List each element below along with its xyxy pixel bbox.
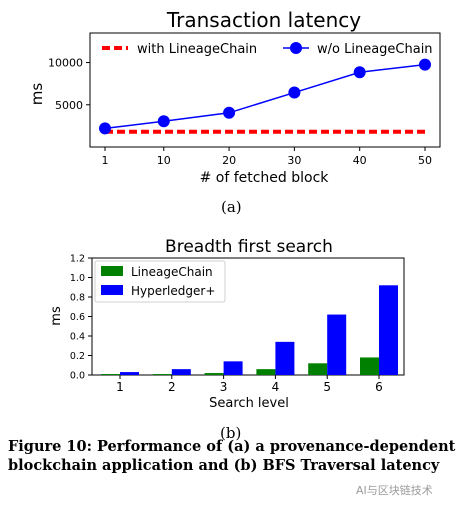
series-without-lineagechain-point [419,58,431,71]
y-tick-label: 0.4 [70,332,85,343]
x-tick-label: 3 [220,380,228,394]
bar-hyperledger [223,361,243,375]
bar-lineagechain [308,363,328,375]
chart-a-xlabel: # of fetched block [200,170,330,186]
bar-hyperledger [327,314,347,375]
x-tick-label: 1 [102,154,109,167]
x-tick-label: 6 [375,380,383,394]
bar-lineagechain [204,373,224,375]
chart-b-legend-frame [94,260,226,303]
chart-transaction-latency: Transaction latency ms # of fetched bloc… [28,8,441,186]
y-tick-label: 0.2 [70,351,85,362]
series-without-lineagechain-point [353,66,366,79]
y-tick-label: 1.2 [70,254,85,265]
legend-hyperledger-swatch [101,285,123,295]
y-tick-label: 0.6 [70,312,85,323]
chart-a-legend: with LineageChain w/o LineageChain [102,42,433,57]
bar-hyperledger [171,369,191,375]
chart-breadth-first-search: Breadth first search ms Search level 1 2 3… [49,237,405,411]
x-tick-label: 50 [418,154,432,167]
bar-lineagechain [101,374,120,375]
chart-a-ylabel: ms [28,83,46,106]
x-tick-label: 4 [272,380,280,394]
y-tick-label: 1.0 [70,273,85,284]
bar-hyperledger [379,285,398,375]
chart-b-sublabel: (b) [220,424,242,442]
bar-hyperledger [120,372,139,375]
y-tick-label: 5000 [55,99,83,112]
chart-a-plot-area [89,32,441,148]
y-tick-label: 10000 [48,57,83,70]
series-without-lineagechain-point [223,106,236,119]
y-tick-label: 0.8 [70,293,85,304]
chart-b-xlabel: Search level [209,396,289,411]
chart-b-legend: LineageChain Hyperledger+ [94,260,226,303]
x-tick-label: 5 [323,380,331,394]
legend-without-lineagechain-marker [290,42,302,54]
bar-hyperledger [275,341,295,375]
legend-without-lineagechain-label: w/o LineageChain [317,42,433,57]
bar-lineagechain [256,369,276,375]
series-without-lineagechain-point [288,86,301,99]
legend-hyperledger-label: Hyperledger+ [131,284,215,298]
chart-a-title: Transaction latency [166,8,361,32]
x-tick-label: 1 [116,380,124,394]
bar-lineagechain [360,357,379,375]
figure-caption: Figure 10: Performance of (a) a provenan… [8,438,456,474]
series-without-lineagechain-line [104,63,426,130]
chart-b-title: Breadth first search [165,237,333,257]
x-tick-label: 2 [168,380,176,394]
watermark: AI与区块链技术 [356,484,433,497]
legend-lineagechain-label: LineageChain [131,265,213,279]
legend-lineagechain-swatch [101,266,123,276]
bar-lineagechain [152,374,172,375]
x-tick-label: 20 [222,154,236,167]
x-tick-label: 10 [157,154,171,167]
legend-with-lineagechain-label: with LineageChain [137,42,257,57]
x-tick-label: 40 [353,154,367,167]
series-without-lineagechain-point [157,115,170,128]
series-without-lineagechain-point [99,122,111,135]
x-tick-label: 30 [287,154,301,167]
chart-b-ylabel: ms [49,306,64,326]
chart-a-sublabel: (a) [221,198,242,216]
y-tick-label: 0.0 [70,371,85,382]
